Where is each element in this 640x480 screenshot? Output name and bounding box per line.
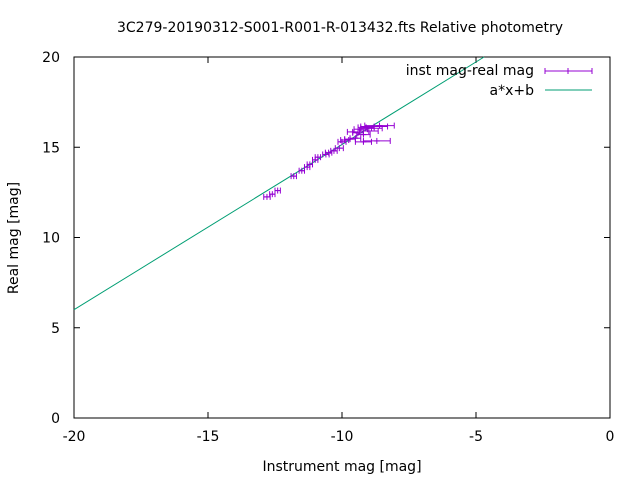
data-point	[298, 167, 305, 174]
x-tick-label: -20	[63, 429, 86, 445]
x-tick-label: 0	[606, 429, 615, 445]
fit-line-series	[73, 56, 485, 311]
data-point	[334, 145, 344, 152]
data-point	[360, 123, 389, 130]
y-axis-label: Real mag [mag]	[6, 182, 22, 294]
data-point	[314, 154, 322, 161]
data-point	[362, 137, 391, 144]
data-point	[349, 135, 362, 142]
x-axis-label: Instrument mag [mag]	[262, 459, 421, 475]
data-point	[263, 193, 271, 200]
data-point	[364, 122, 395, 129]
legend: inst mag-real mag a*x+b	[406, 63, 593, 99]
data-points-series	[263, 122, 395, 200]
y-axis: 0 5 10 15 20	[42, 50, 610, 427]
chart-title: 3C279-20190312-S001-R001-R-013432.fts Re…	[117, 20, 563, 36]
legend-label-points: inst mag-real mag	[406, 63, 534, 79]
fit-line	[73, 56, 485, 311]
y-tick-label: 15	[42, 140, 60, 156]
legend-points-sample	[544, 68, 593, 74]
data-point	[356, 131, 371, 138]
data-point	[290, 173, 297, 180]
y-tick-label: 10	[42, 231, 60, 247]
x-tick-label: -5	[469, 429, 483, 445]
data-point	[306, 161, 314, 168]
y-tick-label: 5	[51, 321, 60, 337]
plot-frame	[73, 56, 611, 419]
y-tick-label: 0	[51, 411, 60, 427]
x-axis: -20 -15 -10 -5 0	[63, 57, 615, 445]
data-point	[358, 128, 379, 135]
data-point	[274, 187, 281, 194]
data-point	[346, 128, 359, 135]
x-tick-label: -15	[197, 429, 220, 445]
y-tick-label: 20	[42, 50, 60, 66]
data-point	[330, 147, 338, 154]
legend-label-line: a*x+b	[490, 83, 535, 99]
x-tick-label: -10	[331, 429, 354, 445]
data-point	[354, 138, 372, 145]
